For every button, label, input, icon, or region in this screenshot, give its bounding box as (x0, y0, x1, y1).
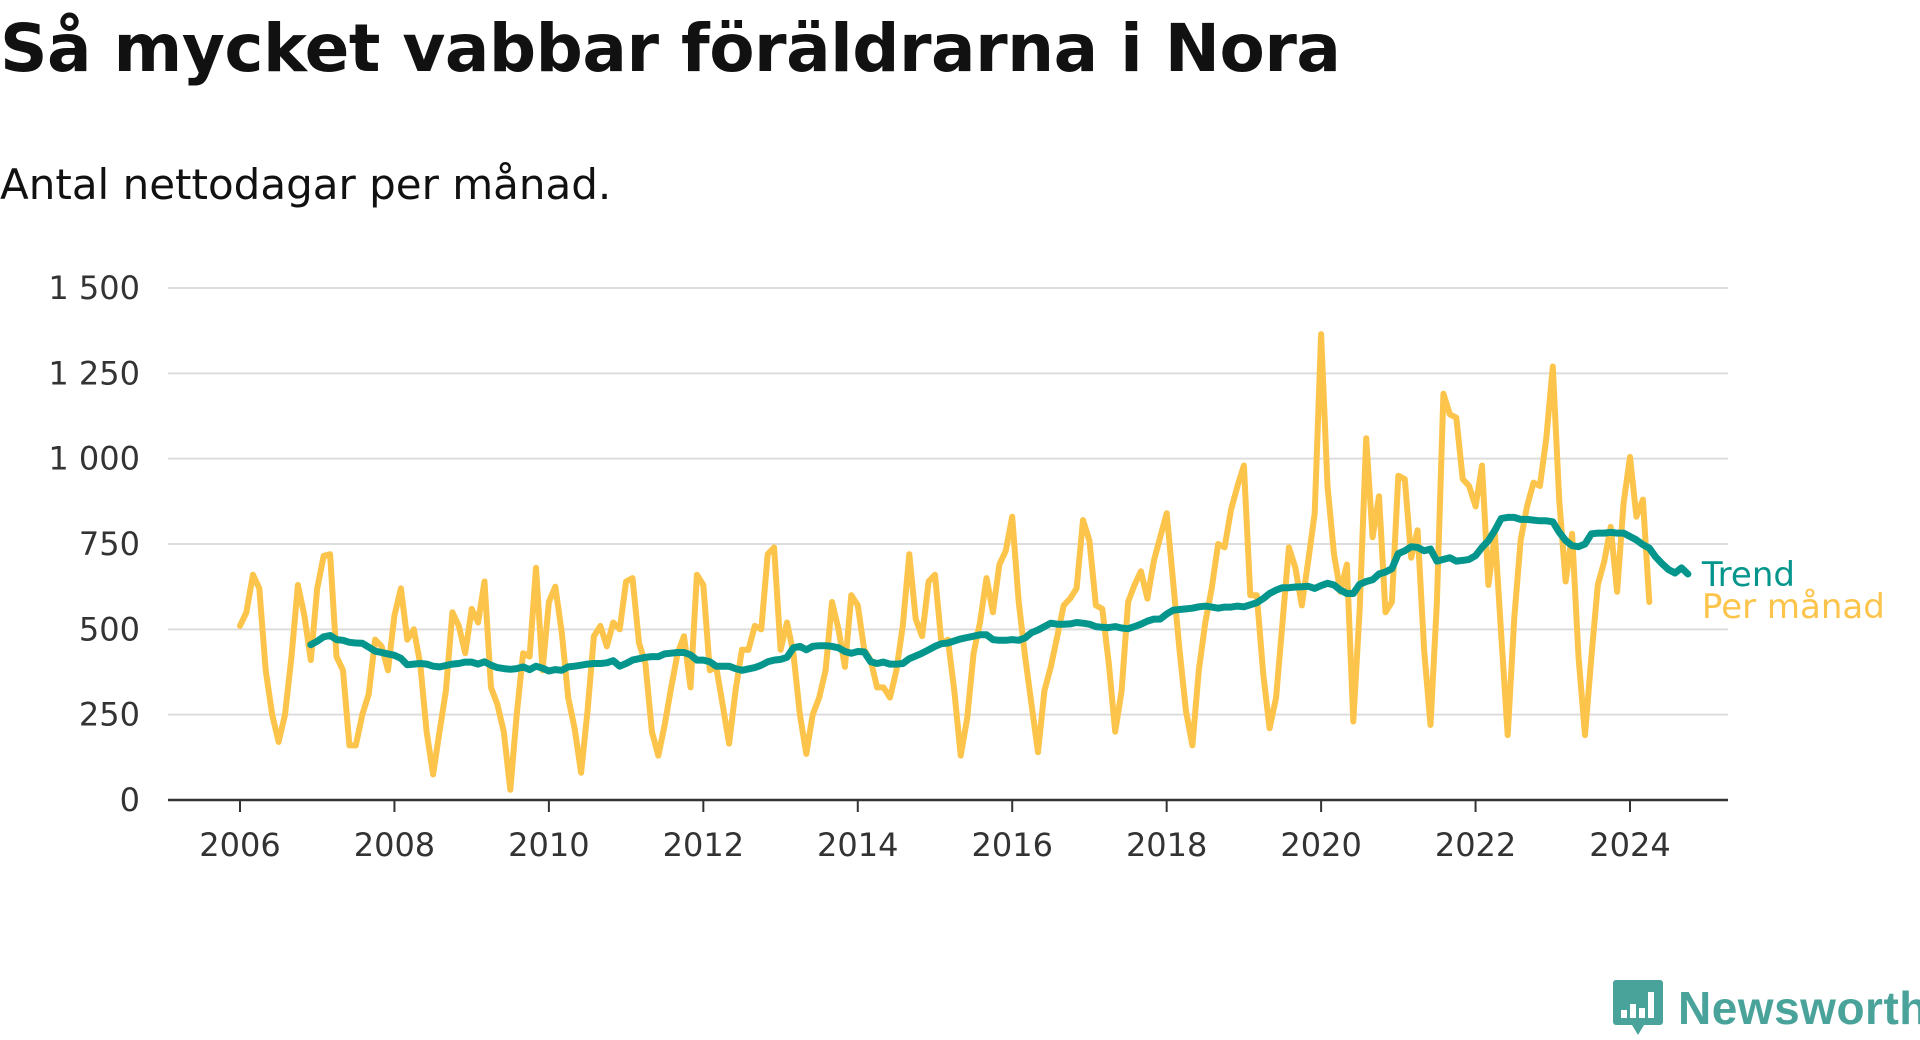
y-tick-label: 0 (120, 781, 140, 819)
x-tick-label: 2016 (972, 826, 1053, 864)
y-axis-ticks: 0 250 500 750 1 000 1 250 1 500 (48, 269, 140, 819)
x-tick-label: 2024 (1589, 826, 1670, 864)
y-tick-label: 1 000 (48, 440, 140, 478)
series-line-trend (307, 513, 1692, 675)
y-tick-label: 1 500 (48, 269, 140, 307)
newsworthy-logo-icon (1613, 980, 1663, 1035)
x-axis-ticks: 2006 2008 2010 2012 2014 2016 2018 2020 2022 2024 (199, 800, 1671, 864)
series-lines (237, 331, 1692, 793)
y-tick-label: 500 (79, 610, 140, 648)
x-tick-label: 2020 (1280, 826, 1361, 864)
x-tick-label: 2018 (1126, 826, 1207, 864)
series-label-trend: Trend (1701, 555, 1795, 595)
x-tick-label: 2008 (354, 826, 435, 864)
y-tick-label: 750 (79, 525, 140, 563)
x-tick-label: 2012 (663, 826, 744, 864)
series-label-monthly: Per månad (1702, 587, 1885, 627)
chart-subtitle: Antal nettodagar per månad. (0, 160, 612, 209)
chart-title: Så mycket vabbar föräldrarna i Nora (0, 10, 1341, 87)
x-tick-label: 2022 (1435, 826, 1516, 864)
x-tick-label: 2014 (817, 826, 898, 864)
x-tick-label: 2010 (508, 826, 589, 864)
y-tick-label: 1 250 (48, 354, 140, 392)
y-tick-label: 250 (79, 696, 140, 734)
brand-logo: Newsworthy (1612, 978, 1920, 1038)
x-tick-label: 2006 (199, 826, 280, 864)
brand-name: Newsworthy (1678, 982, 1920, 1034)
